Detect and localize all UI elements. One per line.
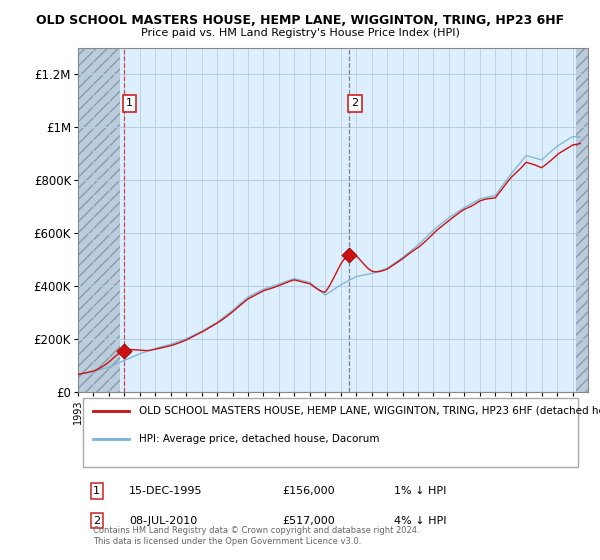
Text: 4% ↓ HPI: 4% ↓ HPI	[394, 516, 446, 526]
Bar	[78, 48, 120, 392]
Text: 1: 1	[94, 486, 100, 496]
Text: 2: 2	[94, 516, 100, 526]
Text: 1: 1	[126, 98, 133, 108]
Text: Contains HM Land Registry data © Crown copyright and database right 2024.
This d: Contains HM Land Registry data © Crown c…	[94, 526, 420, 545]
Text: £156,000: £156,000	[282, 486, 335, 496]
Point	[119, 346, 128, 355]
Text: 2: 2	[351, 98, 358, 108]
Text: OLD SCHOOL MASTERS HOUSE, HEMP LANE, WIGGINTON, TRING, HP23 6HF: OLD SCHOOL MASTERS HOUSE, HEMP LANE, WIG…	[36, 14, 564, 27]
Bar	[575, 48, 588, 392]
Text: £517,000: £517,000	[282, 516, 335, 526]
Text: HPI: Average price, detached house, Dacorum: HPI: Average price, detached house, Daco…	[139, 434, 380, 444]
Point	[344, 251, 353, 260]
Text: 15-DEC-1995: 15-DEC-1995	[129, 486, 203, 496]
Text: Price paid vs. HM Land Registry's House Price Index (HPI): Price paid vs. HM Land Registry's House …	[140, 28, 460, 38]
Text: 08-JUL-2010: 08-JUL-2010	[129, 516, 197, 526]
Text: OLD SCHOOL MASTERS HOUSE, HEMP LANE, WIGGINTON, TRING, HP23 6HF (detached ho: OLD SCHOOL MASTERS HOUSE, HEMP LANE, WIG…	[139, 406, 600, 416]
Text: 1% ↓ HPI: 1% ↓ HPI	[394, 486, 446, 496]
FancyBboxPatch shape	[83, 399, 578, 468]
